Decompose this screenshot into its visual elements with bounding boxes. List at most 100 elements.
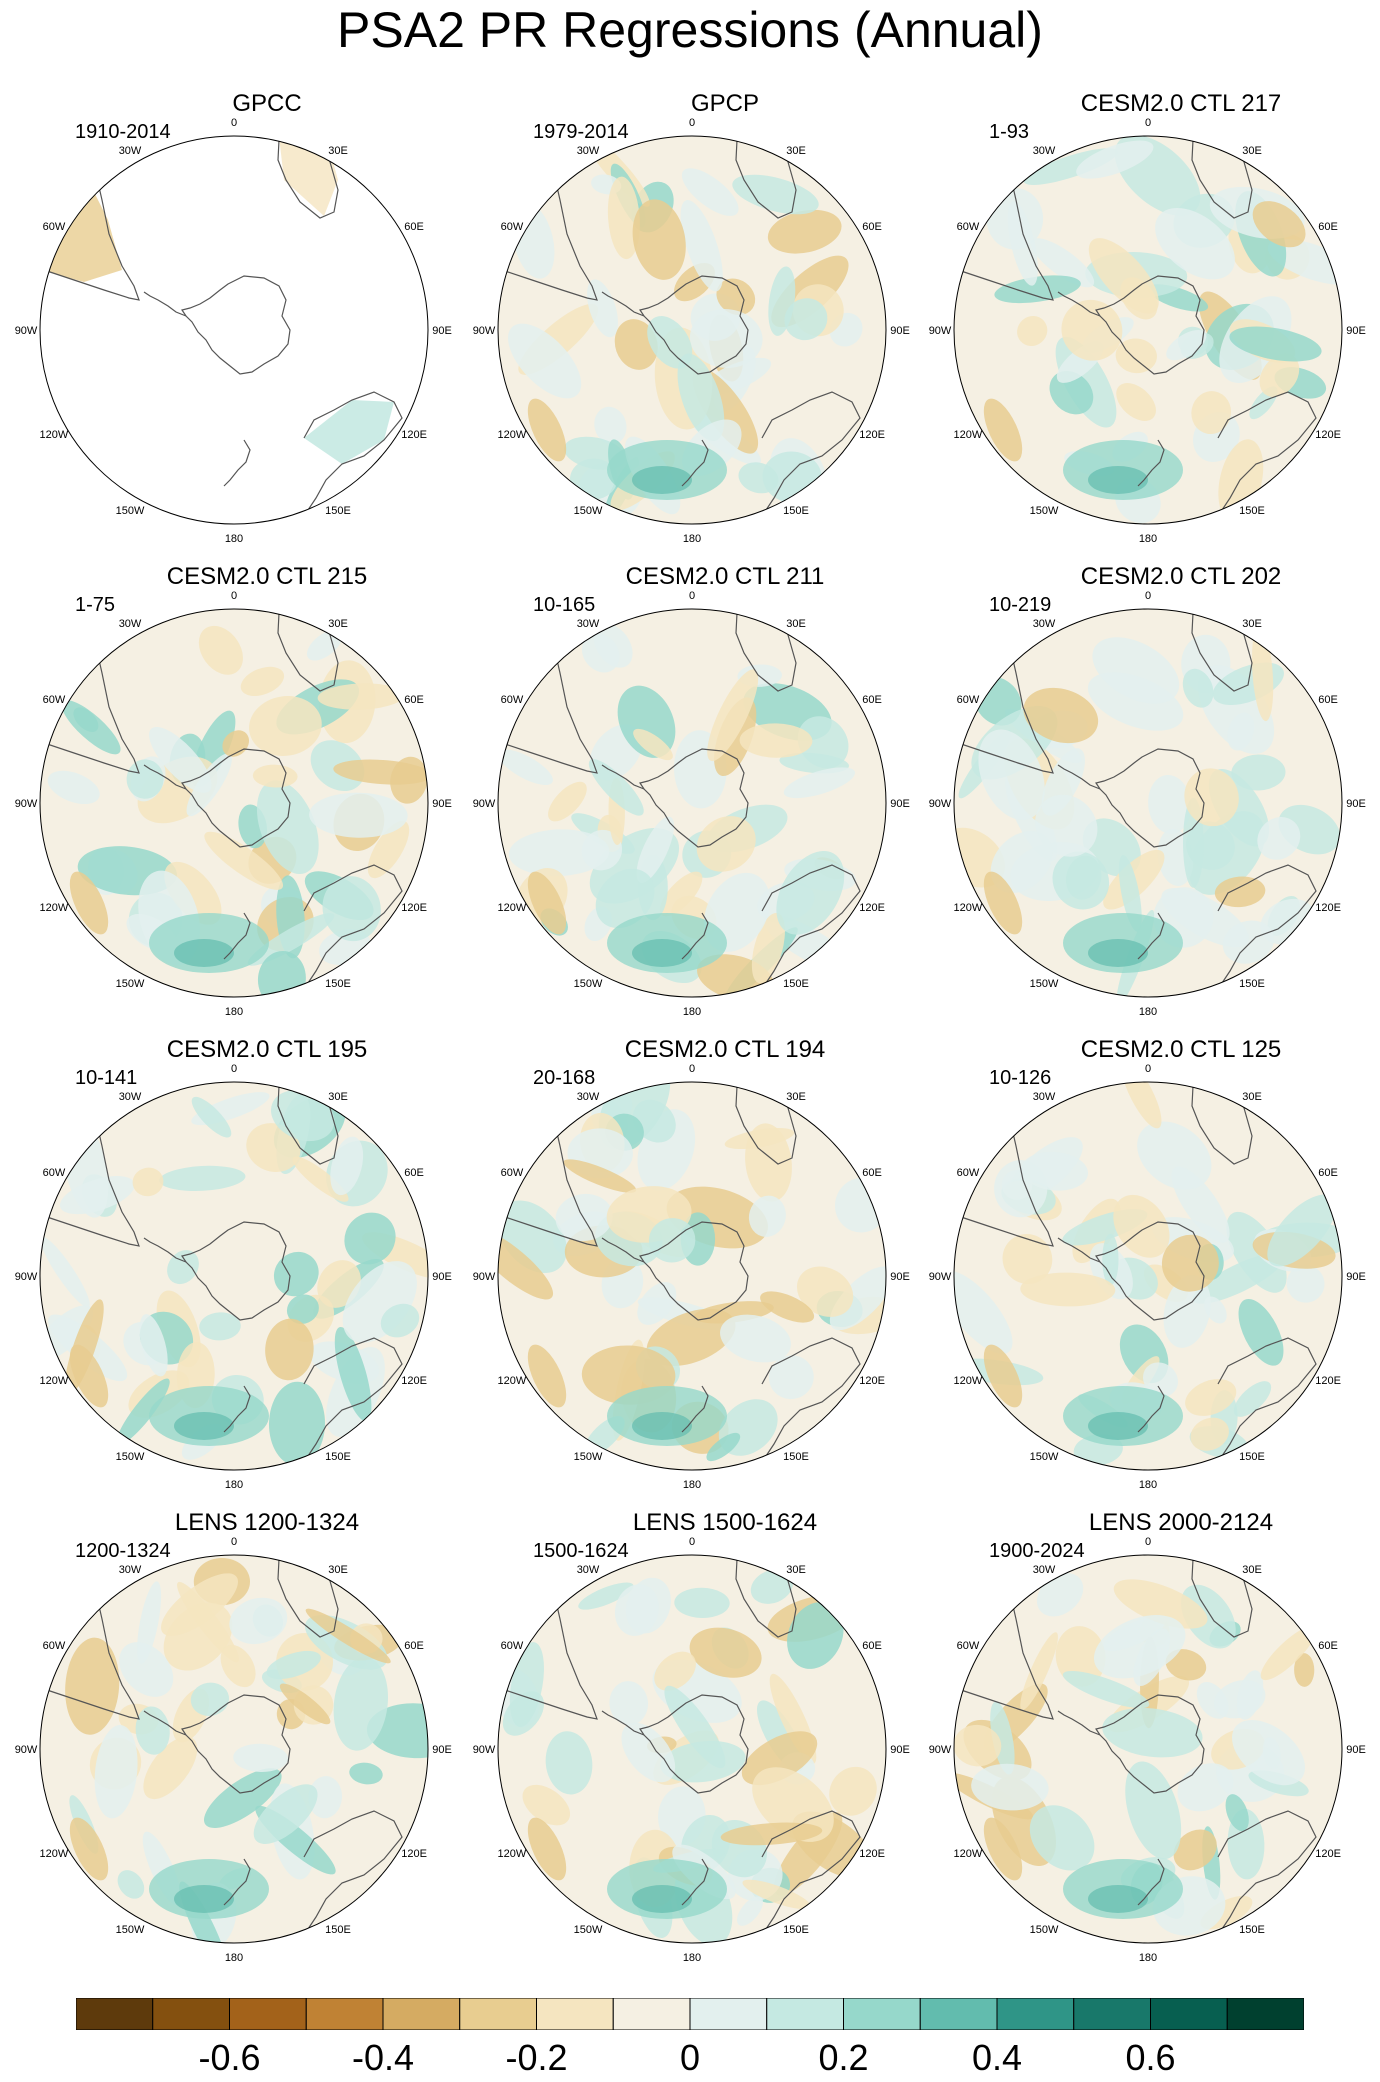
lon-30w: 30W bbox=[577, 145, 600, 157]
colorbar-box bbox=[305, 1997, 384, 2031]
panel-period: 10-219 bbox=[989, 594, 1052, 616]
lon-120w: 120W bbox=[40, 902, 69, 914]
coastlines bbox=[501, 139, 861, 511]
lon-60w: 60W bbox=[501, 221, 524, 233]
polar-map: 0 30E 60E 90E 120E 150E 180 150W 120W 90W 60W 30W bbox=[473, 1063, 910, 1491]
lon-120e: 120E bbox=[1315, 1848, 1341, 1860]
lon-30w: 30W bbox=[1033, 1091, 1056, 1103]
lon-120e: 120E bbox=[1315, 902, 1341, 914]
lon-0: 0 bbox=[231, 117, 237, 129]
colorbar-box bbox=[382, 1997, 461, 2031]
panel-title: GPCC bbox=[232, 90, 302, 117]
lon-120e: 120E bbox=[859, 429, 885, 441]
lon-30e: 30E bbox=[328, 618, 348, 630]
lon-90e: 90E bbox=[432, 798, 452, 810]
lon-60e: 60E bbox=[862, 221, 882, 233]
lon-180: 180 bbox=[225, 1952, 243, 1964]
lon-150w: 150W bbox=[574, 1924, 603, 1936]
lon-120e: 120E bbox=[1315, 1375, 1341, 1387]
lon-150w: 150W bbox=[574, 505, 603, 517]
lon-30w: 30W bbox=[119, 618, 142, 630]
lon-60e: 60E bbox=[1318, 694, 1338, 706]
panel-title: LENS 1500-1624 bbox=[632, 1509, 818, 1536]
lon-180: 180 bbox=[225, 1479, 243, 1491]
lon-90w: 90W bbox=[15, 325, 38, 337]
map-panel: CESM2.0 CTL 217 1-93 0 30E 60E 90E 120E 150E 180… bbox=[929, 90, 1380, 550]
lon-150w: 150W bbox=[116, 505, 145, 517]
colorbar-boxes bbox=[75, 1997, 1305, 2031]
lon-30e: 30E bbox=[1242, 145, 1262, 157]
lon-150e: 150E bbox=[783, 978, 809, 990]
polar-map: 0 30E 60E 90E 120E 150E 180 150W 120W 90W 60W 30W bbox=[473, 590, 910, 1018]
panel-period: 1900-2024 bbox=[989, 1540, 1085, 1562]
lon-60w: 60W bbox=[957, 221, 980, 233]
coastlines bbox=[43, 1558, 403, 1930]
lon-120w: 120W bbox=[954, 429, 983, 441]
colorbar-box bbox=[843, 1997, 921, 2031]
lon-90e: 90E bbox=[890, 798, 910, 810]
lon-150e: 150E bbox=[325, 1924, 351, 1936]
lon-30w: 30W bbox=[1033, 618, 1056, 630]
lon-120e: 120E bbox=[401, 429, 427, 441]
lon-150e: 150E bbox=[325, 1451, 351, 1463]
lon-120e: 120E bbox=[859, 902, 885, 914]
panel-period: 1979-2014 bbox=[533, 121, 629, 143]
lon-60e: 60E bbox=[1318, 1640, 1338, 1652]
lon-150w: 150W bbox=[116, 1451, 145, 1463]
coastlines bbox=[957, 1085, 1317, 1457]
lon-150e: 150E bbox=[783, 1451, 809, 1463]
lon-30w: 30W bbox=[577, 1091, 600, 1103]
lon-150e: 150E bbox=[1239, 505, 1265, 517]
panel-period: 1910-2014 bbox=[75, 121, 171, 143]
lon-150e: 150E bbox=[783, 1924, 809, 1936]
lon-150e: 150E bbox=[1239, 978, 1265, 990]
lon-0: 0 bbox=[1145, 1536, 1151, 1548]
colorbar-tick-labels: -0.6 -0.4 -0.2 0 0.2 0.4 0.6 bbox=[76, 2038, 1304, 2082]
map-panel: LENS 1200-1324 1200-1324 0 30E 60E 90E 120E 150… bbox=[15, 1509, 496, 1969]
lon-30w: 30W bbox=[577, 1564, 600, 1576]
colorbar-box bbox=[1226, 1997, 1305, 2031]
lon-30e: 30E bbox=[786, 1091, 806, 1103]
lon-150e: 150E bbox=[325, 978, 351, 990]
colorbar-box bbox=[459, 1997, 537, 2031]
lon-30e: 30E bbox=[786, 618, 806, 630]
polar-map: 0 30E 60E 90E 120E 150E 180 150W 120W 90W 60W 30W bbox=[473, 117, 910, 545]
lon-0: 0 bbox=[231, 590, 237, 602]
panel-period: 1-93 bbox=[989, 121, 1030, 143]
precip-anomaly-field bbox=[508, 136, 863, 520]
lon-120w: 120W bbox=[954, 902, 983, 914]
map-panel: CESM2.0 CTL 215 1-75 0 30E 60E 90E 120E 150E 180… bbox=[15, 563, 496, 1023]
lon-120w: 120W bbox=[498, 902, 527, 914]
panel-title: CESM2.0 CTL 215 bbox=[166, 563, 368, 590]
lon-60e: 60E bbox=[404, 1640, 424, 1652]
precip-anomaly-field bbox=[498, 1082, 886, 1462]
map-panel: CESM2.0 CTL 125 10-126 0 30E 60E 90E 120E 150E 1… bbox=[929, 1036, 1380, 1496]
panel-title: CESM2.0 CTL 211 bbox=[625, 563, 825, 590]
polar-map: 0 30E 60E 90E 120E 150E 180 150W 120W 90W 60W 30W bbox=[15, 590, 452, 1018]
lon-60e: 60E bbox=[862, 1640, 882, 1652]
lon-120w: 120W bbox=[498, 429, 527, 441]
coastlines bbox=[501, 612, 861, 984]
colorbar-box bbox=[229, 1997, 307, 2031]
polar-map: 0 30E 60E 90E 120E 150E 180 150W 120W 90W 60W 30W bbox=[15, 1536, 452, 1964]
panel-title: GPCP bbox=[690, 90, 759, 117]
lon-120w: 120W bbox=[40, 429, 69, 441]
lon-90e: 90E bbox=[890, 325, 910, 337]
lon-90w: 90W bbox=[929, 1744, 952, 1756]
lon-150w: 150W bbox=[574, 978, 603, 990]
lon-0: 0 bbox=[231, 1063, 237, 1075]
lon-150w: 150W bbox=[1030, 978, 1059, 990]
colorbar-tick-label: -0.4 bbox=[351, 2037, 415, 2078]
colorbar-tick-label: 0.6 bbox=[1125, 2037, 1176, 2078]
lon-180: 180 bbox=[683, 533, 701, 545]
lon-120w: 120W bbox=[40, 1375, 69, 1387]
coastlines bbox=[957, 1558, 1317, 1930]
lon-60w: 60W bbox=[957, 1167, 980, 1179]
lon-90w: 90W bbox=[929, 798, 952, 810]
lon-90w: 90W bbox=[15, 1744, 38, 1756]
colorbar-box bbox=[612, 1997, 691, 2031]
lon-0: 0 bbox=[689, 117, 695, 129]
lon-90e: 90E bbox=[890, 1744, 910, 1756]
lon-90e: 90E bbox=[1346, 798, 1366, 810]
lon-90w: 90W bbox=[929, 1271, 952, 1283]
